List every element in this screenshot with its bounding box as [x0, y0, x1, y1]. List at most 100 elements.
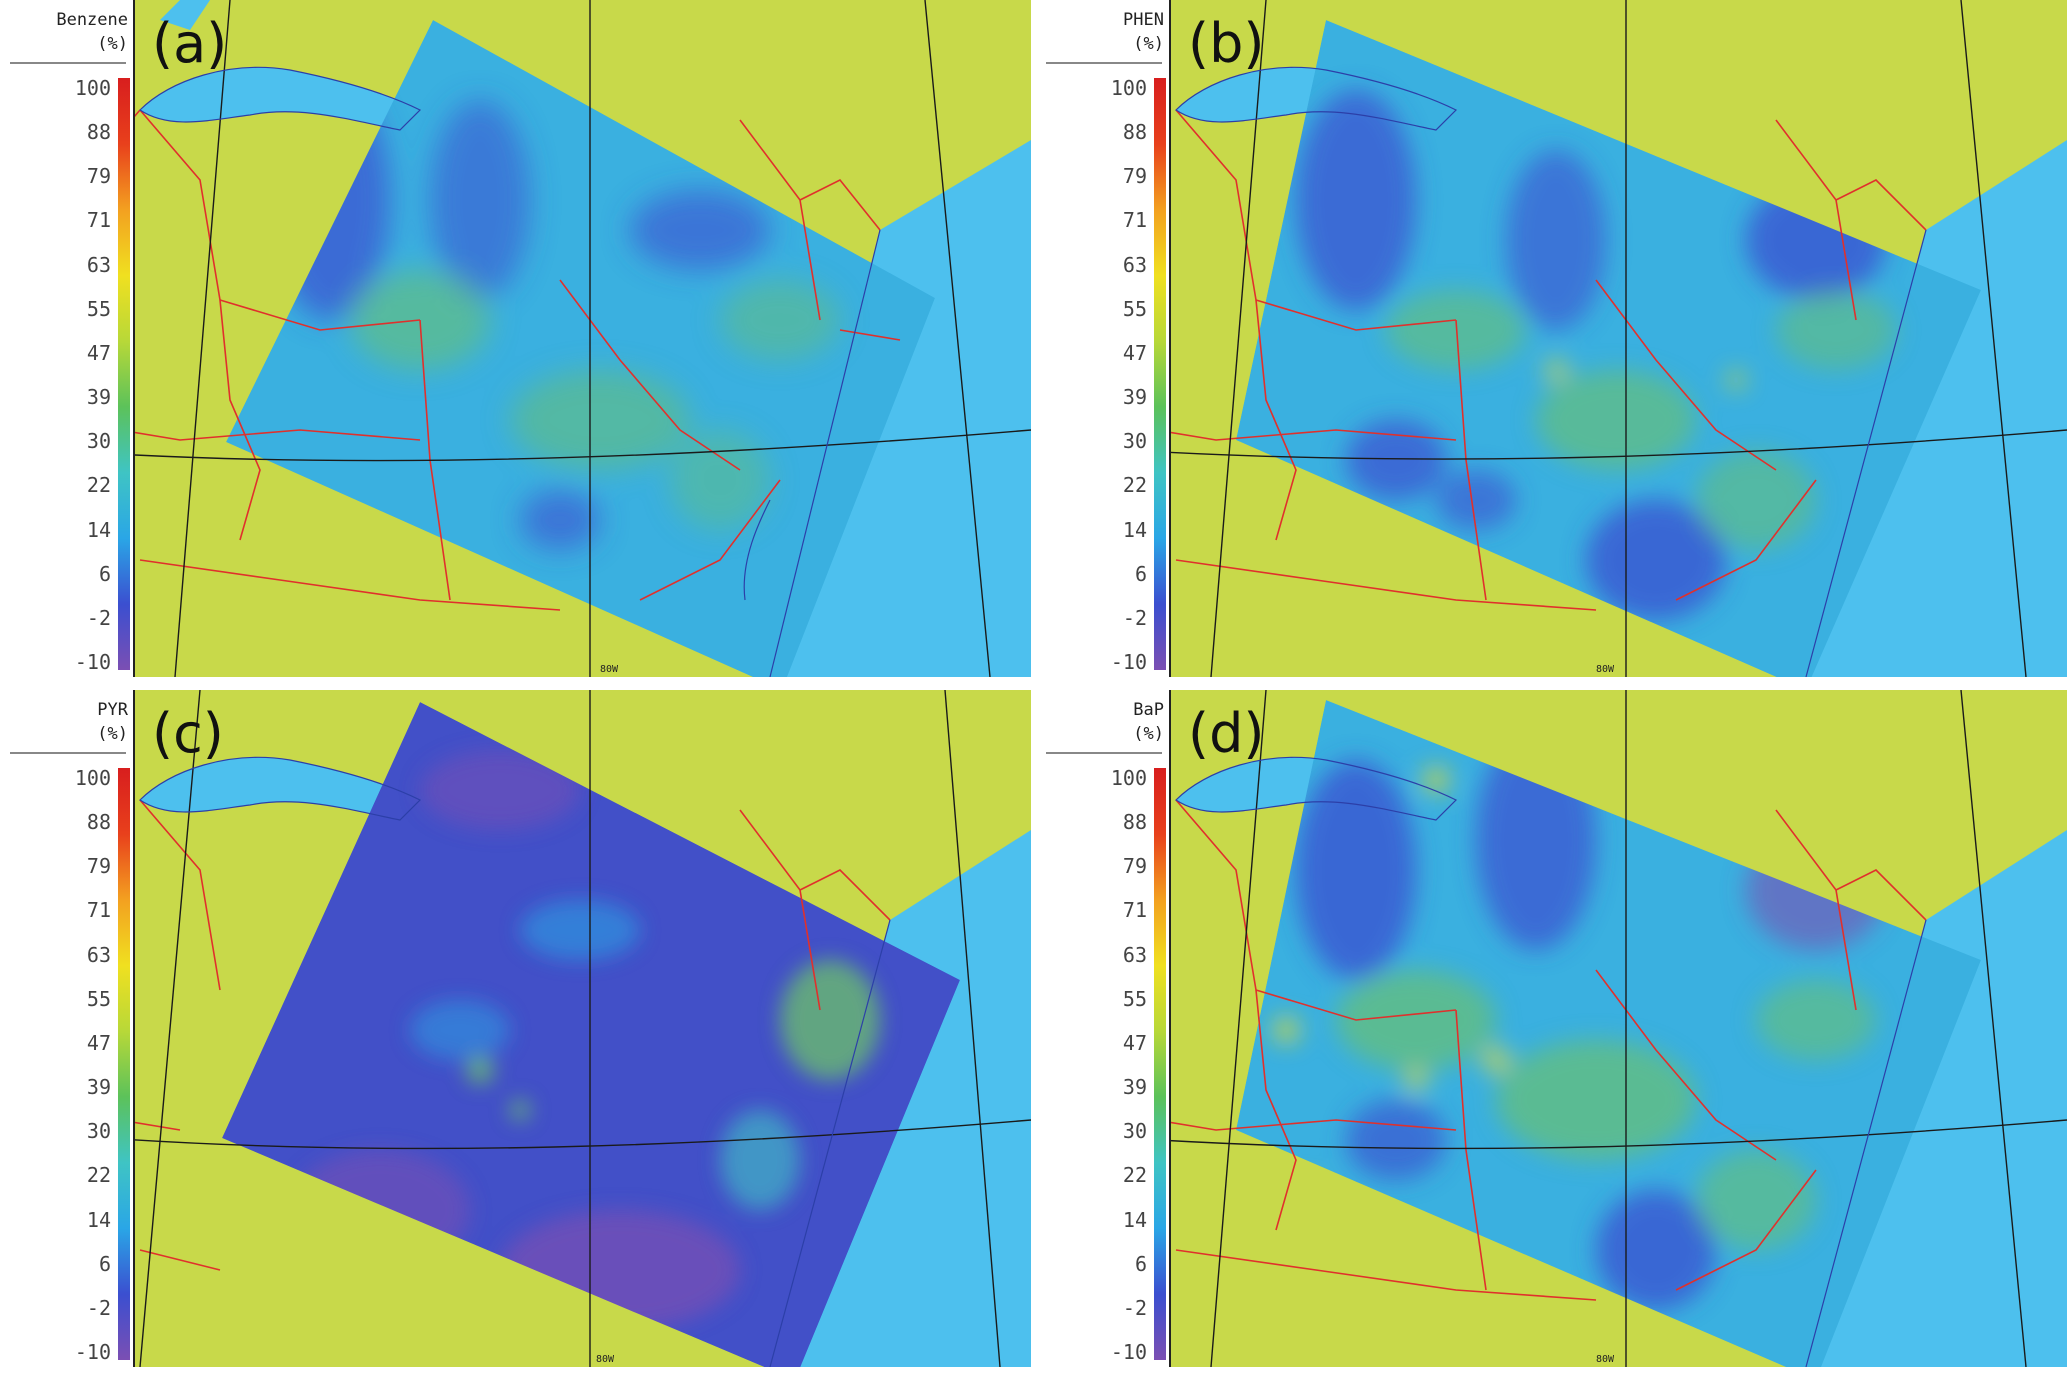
colorbar-tick-label: 63: [86, 252, 111, 277]
colorbar-tick-label: 22: [1122, 1163, 1147, 1188]
coastline: [1175, 66, 1927, 677]
panel-c: 80W PYR (%) 100 88 79 71 63 55 47 39 30 22 14 6 -2 -1…: [0, 690, 1031, 1367]
coastline: [1175, 756, 1927, 1367]
legend-unit: (%): [1133, 724, 1164, 744]
legend-unit: (%): [1133, 34, 1164, 54]
atlantic-ocean: [1806, 140, 2067, 677]
colorbar-tick-label: 22: [1122, 473, 1147, 498]
colorbar: [118, 768, 130, 1360]
colorbar-tick-label: 47: [1122, 1030, 1147, 1055]
colorbar-tick-label: 71: [86, 208, 111, 233]
map-b: 80W: [1036, 0, 2067, 677]
colorbar-tick-label: 79: [86, 164, 111, 189]
colorbar-tick-label: 6: [1134, 1251, 1147, 1276]
colorbar-tick-label: 88: [1122, 120, 1147, 145]
longitude-label: 80W: [596, 1354, 615, 1365]
colorbar-tick-label: 14: [1122, 1207, 1147, 1232]
colorbar-tick-label: 88: [86, 120, 111, 145]
legend-unit: (%): [97, 34, 128, 54]
panel-d: 80W BaP (%) 100 88 79 71 63 55 47 39 30 22 14 6 -2 -1…: [1036, 690, 2067, 1367]
colorbar-tick-label: 30: [86, 1119, 111, 1144]
legend-rule: [10, 62, 126, 64]
panel-label: (a): [152, 12, 228, 75]
colorbar-tick-label: 63: [1122, 942, 1147, 967]
colorbar-tick-label: 14: [86, 1207, 111, 1232]
colorbar-legend: PYR (%) 100 88 79 71 63 55 47 39 30 22 14 6 -2 -10: [0, 690, 135, 1367]
lake-superior: [140, 757, 420, 820]
colorbar-tick-label: 47: [86, 1030, 111, 1055]
colorbar-tick-label: 30: [1122, 429, 1147, 454]
colorbar-tick-label: 79: [86, 854, 111, 879]
colorbar: [1154, 78, 1166, 670]
colorbar-tick-label: 71: [86, 898, 111, 923]
legend-rule: [1046, 752, 1162, 754]
colorbar: [118, 78, 130, 670]
legend-species: PHEN: [1123, 10, 1164, 30]
legend-species: PYR: [97, 700, 128, 720]
colorbar-tick-label: -10: [1110, 650, 1147, 674]
colorbar-tick-label: 71: [1122, 208, 1147, 233]
panel-label: (b): [1188, 12, 1265, 75]
colorbar-tick-label: -2: [86, 1295, 111, 1320]
concentration-field-a: [226, 20, 935, 677]
coastline: [139, 756, 891, 1367]
lake-superior: [140, 67, 420, 130]
colorbar-tick-label: 14: [1122, 517, 1147, 542]
colorbar: [1154, 768, 1166, 1360]
state-borders: [1036, 109, 1927, 611]
panel-label: (c): [152, 702, 224, 765]
colorbar-tick-label: 71: [1122, 898, 1147, 923]
legend-rule: [1046, 62, 1162, 64]
legend-rule: [10, 752, 126, 754]
colorbar-tick-label: -10: [74, 650, 111, 674]
colorbar-tick-label: 100: [1110, 766, 1147, 790]
colorbar-tick-label: 39: [1122, 385, 1147, 410]
panel-a: 80W Benzene (%) 100 88 79 71 63 55 47 39 30 22 14 6…: [0, 0, 1031, 677]
colorbar-tick-label: 6: [1134, 561, 1147, 586]
legend-species: BaP: [1133, 700, 1164, 720]
colorbar-tick-label: 14: [86, 517, 111, 542]
graticule: [1125, 0, 2067, 677]
map-a: 80W: [0, 0, 1031, 677]
longitude-label: 80W: [1596, 1354, 1615, 1365]
colorbar-tick-label: 22: [86, 473, 111, 498]
panel-label: (d): [1188, 702, 1265, 765]
colorbar-tick-label: 63: [1122, 252, 1147, 277]
graticule: [104, 690, 1031, 1367]
colorbar-tick-label: 6: [98, 1251, 111, 1276]
colorbar-tick-label: 100: [74, 766, 111, 790]
legend-species: Benzene: [56, 10, 128, 30]
colorbar-tick-label: 30: [1122, 1119, 1147, 1144]
map-c: 80W: [0, 690, 1031, 1367]
colorbar-tick-label: 55: [86, 296, 111, 321]
colorbar-tick-label: 47: [86, 340, 111, 365]
colorbar-legend: BaP (%) 100 88 79 71 63 55 47 39 30 22 14 6 -2 -10: [1036, 690, 1171, 1367]
colorbar-tick-label: 63: [86, 942, 111, 967]
lake-fragment: [160, 0, 210, 30]
graticule: [134, 0, 1031, 677]
colorbar-tick-label: 100: [1110, 76, 1147, 100]
colorbar-tick-label: 79: [1122, 164, 1147, 189]
colorbar-tick-label: 39: [1122, 1075, 1147, 1100]
graticule: [1125, 690, 2067, 1367]
longitude-label: 80W: [1596, 664, 1615, 675]
colorbar-tick-label: 100: [74, 76, 111, 100]
colorbar-tick-label: 88: [86, 810, 111, 835]
longitude-label: 80W: [600, 664, 619, 675]
colorbar-tick-label: 47: [1122, 340, 1147, 365]
colorbar-tick-label: 88: [1122, 810, 1147, 835]
colorbar-tick-label: 39: [86, 1075, 111, 1100]
colorbar-legend: Benzene (%) 100 88 79 71 63 55 47 39 30 22 14 6 -2 -1…: [0, 0, 135, 677]
colorbar-tick-label: 6: [98, 561, 111, 586]
colorbar-tick-label: -2: [86, 605, 111, 630]
coastline: [139, 66, 881, 677]
colorbar-tick-label: 30: [86, 429, 111, 454]
panel-b: 80W PHEN (%) 100 88 79 71 63 55 47 39 30 22 14 6 -2 -…: [1036, 0, 2067, 677]
legend-unit: (%): [97, 724, 128, 744]
map-d: 80W: [1036, 690, 2067, 1367]
colorbar-tick-label: -10: [74, 1340, 111, 1364]
colorbar-tick-label: -2: [1122, 605, 1147, 630]
colorbar-tick-label: 39: [86, 385, 111, 410]
colorbar-tick-label: -2: [1122, 1295, 1147, 1320]
